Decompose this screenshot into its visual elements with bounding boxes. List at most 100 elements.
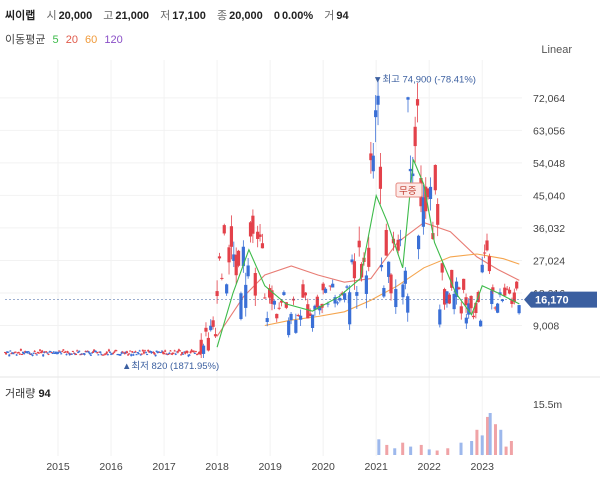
candle-body <box>310 314 315 328</box>
high-label: 고 <box>103 10 114 22</box>
candle-body <box>220 277 224 279</box>
candle-body <box>40 351 43 353</box>
candle-body <box>167 353 170 355</box>
candle-body <box>77 352 80 354</box>
candle-body <box>98 351 101 353</box>
candle-body <box>357 240 361 248</box>
candle-body <box>12 353 15 355</box>
moving-average-legend[interactable]: 이동평균 5 20 60 120 <box>5 31 127 47</box>
candle-body <box>85 351 88 353</box>
candle-body <box>424 186 428 212</box>
candle-body <box>469 295 473 309</box>
candlesticks <box>4 77 521 358</box>
candle-body <box>184 351 187 354</box>
candle-body <box>6 351 9 353</box>
candle-body <box>177 349 180 351</box>
candle-body <box>180 354 183 356</box>
candle-body <box>211 320 215 327</box>
candle-body <box>105 351 108 354</box>
candle-body <box>107 349 110 352</box>
candle-body <box>19 349 22 351</box>
candle-body <box>115 350 118 352</box>
candle-body <box>517 305 521 314</box>
candle-body <box>7 351 10 353</box>
candle-body <box>89 354 92 356</box>
candle-body <box>148 351 151 353</box>
x-axis: 2015 2016 2017 2018 2019 2020 2021 2022 2023 <box>46 461 494 473</box>
candle-body <box>394 289 398 308</box>
ma5-path <box>216 159 520 348</box>
candle-body <box>17 351 20 353</box>
candle-body <box>16 352 19 354</box>
candle-body <box>94 350 97 353</box>
candle-body <box>129 350 132 352</box>
candle-body <box>239 293 243 320</box>
candle-body <box>454 281 459 297</box>
candle-body <box>191 351 194 353</box>
candle-body <box>18 353 21 355</box>
scale-toggle[interactable]: Linear <box>541 44 572 56</box>
candle-body <box>192 350 195 353</box>
volume-bar <box>427 449 431 455</box>
candle-body <box>507 289 512 294</box>
change-pct: 0.00% <box>281 10 314 22</box>
candle-body <box>24 351 27 353</box>
candle-body <box>500 299 504 302</box>
candle-body <box>440 263 444 273</box>
candle-body <box>206 337 210 351</box>
candle-body <box>137 353 140 355</box>
candle-body <box>367 247 371 267</box>
candle-body <box>159 352 162 354</box>
candle-body <box>62 349 65 351</box>
candle-body <box>194 351 197 353</box>
candle-body <box>462 278 466 290</box>
candle-body <box>106 354 109 356</box>
event-label: 무증 <box>399 186 417 197</box>
candle-body <box>382 287 386 297</box>
candle-body <box>248 222 253 237</box>
candle-body <box>155 350 158 353</box>
ma5-line <box>216 159 520 348</box>
candle-body <box>9 350 12 352</box>
volume-bar <box>409 446 413 455</box>
volume-bar <box>509 441 513 455</box>
candle-body <box>59 351 62 353</box>
candle-body <box>38 349 41 351</box>
candle-body <box>15 354 18 356</box>
candle-body <box>99 351 102 353</box>
candle-body <box>166 353 169 355</box>
x-tick-label: 2022 <box>418 461 442 473</box>
candle-body <box>401 284 405 298</box>
candle-body <box>43 351 46 354</box>
candle-body <box>510 299 514 304</box>
candle-body <box>158 351 161 353</box>
candle-body <box>73 353 76 355</box>
candle-body <box>116 354 119 356</box>
candle-body <box>110 353 113 355</box>
y-tick-label: 63,056 <box>533 125 565 137</box>
candle-body <box>5 352 8 355</box>
candle-body <box>10 353 13 355</box>
candle-body <box>350 259 354 263</box>
candle-body <box>133 352 136 354</box>
candle-body <box>125 351 128 354</box>
candle-body <box>132 354 135 356</box>
candle-body <box>157 351 160 353</box>
candle-body <box>118 354 121 356</box>
candle-body <box>13 352 16 354</box>
candle-body <box>87 351 90 353</box>
candle-body <box>197 353 200 355</box>
candle-body <box>151 352 154 354</box>
candle-body <box>209 325 213 331</box>
candle-body <box>131 351 134 353</box>
candle-body <box>178 350 181 352</box>
candle-body <box>4 352 6 354</box>
candle-body <box>387 261 391 277</box>
candle-body <box>65 354 68 356</box>
candle-body <box>47 353 50 355</box>
candle-body <box>364 275 368 294</box>
candle-body <box>193 352 196 354</box>
candle-body <box>229 226 234 247</box>
candle-body <box>464 297 468 306</box>
